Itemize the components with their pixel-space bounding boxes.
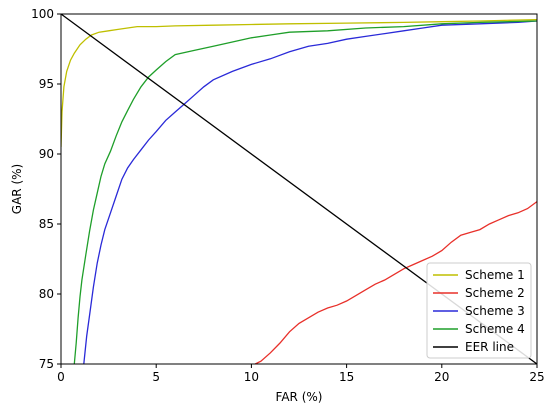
legend-entry: Scheme 1	[465, 268, 525, 282]
series-line-scheme-2	[254, 201, 537, 364]
series-line-scheme-3	[83, 20, 537, 364]
y-tick-label: 95	[39, 77, 54, 91]
x-tick-label: 25	[529, 370, 544, 384]
x-tick-label: 20	[434, 370, 449, 384]
legend-entry: Scheme 2	[465, 286, 525, 300]
legend-entry: EER line	[465, 340, 514, 354]
series-line-scheme-1	[61, 18, 537, 148]
legend-entry: Scheme 4	[465, 322, 525, 336]
ticks-layer: 0 5 10 15 20 25 75 80 85 90 95 100	[31, 7, 545, 384]
y-axis-label: GAR (%)	[10, 164, 24, 214]
legend-box	[426, 262, 532, 359]
x-axis-label: FAR (%)	[276, 390, 323, 404]
x-tick-label: 5	[152, 370, 160, 384]
legend-entry: Scheme 3	[465, 304, 525, 318]
series-layer	[61, 14, 537, 364]
y-tick-label: 80	[39, 287, 54, 301]
legend-items: Scheme 1 Scheme 2 Scheme 3 Scheme 4 EER line	[433, 268, 525, 354]
x-tick-label: 10	[244, 370, 259, 384]
y-tick-label: 75	[39, 357, 54, 371]
legend: Scheme 1 Scheme 2 Scheme 3 Scheme 4 EER line	[426, 262, 532, 359]
y-tick-label: 100	[31, 7, 54, 21]
plot-frame	[60, 13, 538, 365]
x-tick-label: 15	[339, 370, 354, 384]
series-line-scheme-4	[73, 20, 537, 364]
y-tick-label: 85	[39, 217, 54, 231]
x-tick-label: 0	[57, 370, 65, 384]
y-tick-label: 90	[39, 147, 54, 161]
